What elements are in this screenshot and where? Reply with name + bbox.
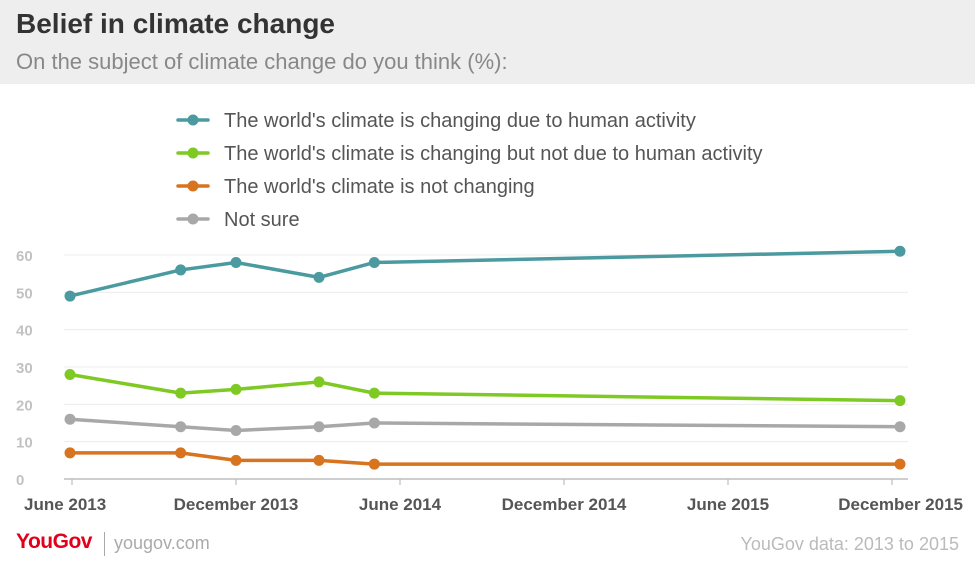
y-tick-label: 30 <box>16 360 33 377</box>
legend-label: The world's climate is changing due to h… <box>224 110 696 132</box>
y-tick-label: 20 <box>16 397 33 414</box>
x-tick-label: June 2013 <box>24 495 106 514</box>
data-point <box>894 395 906 407</box>
y-tick-label: 10 <box>16 435 33 452</box>
data-point <box>313 376 325 388</box>
y-tick-label: 0 <box>16 472 24 489</box>
data-point <box>894 421 906 433</box>
data-point <box>313 421 325 433</box>
series-line <box>68 372 902 403</box>
x-tick-label: June 2015 <box>687 495 769 514</box>
data-point <box>230 424 242 436</box>
footer-source-note: YouGov data: 2013 to 2015 <box>740 534 959 554</box>
footer-site-link[interactable]: yougov.com <box>114 533 210 553</box>
legend-swatch-marker <box>187 147 199 159</box>
data-point <box>368 387 380 399</box>
y-tick-label: 60 <box>16 248 33 265</box>
data-point <box>64 290 76 302</box>
legend-swatch-marker <box>187 180 199 192</box>
series-line <box>68 417 902 433</box>
data-point <box>894 458 906 470</box>
yougov-logo: YouGov <box>16 530 92 553</box>
data-point <box>230 383 242 395</box>
y-tick-label: 50 <box>16 285 33 302</box>
series-line <box>68 451 902 466</box>
legend-label: Not sure <box>224 209 300 231</box>
data-point <box>64 368 76 380</box>
chart-subtitle: On the subject of climate change do you … <box>16 49 508 74</box>
legend-label: The world's climate is changing but not … <box>224 143 763 165</box>
data-point <box>175 264 187 276</box>
data-point <box>175 421 187 433</box>
chart-title: Belief in climate change <box>16 8 335 39</box>
data-point <box>175 387 187 399</box>
legend-swatch-marker <box>187 114 199 126</box>
legend-label: The world's climate is not changing <box>224 176 535 198</box>
series-line <box>68 249 902 298</box>
x-tick-label: December 2015 <box>838 495 963 514</box>
data-point <box>894 245 906 257</box>
data-point <box>368 256 380 268</box>
data-point <box>230 454 242 466</box>
data-point <box>230 256 242 268</box>
data-point <box>64 413 76 425</box>
x-tick-label: December 2014 <box>502 495 627 514</box>
y-tick-label: 40 <box>16 323 33 340</box>
footer-divider <box>104 532 105 556</box>
x-tick-label: June 2014 <box>359 495 442 514</box>
line-chart: 0 10 20 30 40 50 60 June 2013 December 2013 June … <box>16 110 963 514</box>
data-point <box>313 271 325 283</box>
data-point <box>313 454 325 466</box>
legend-swatch-marker <box>187 213 199 225</box>
chart-header: Belief in climate change On the subject … <box>0 0 975 84</box>
x-tick-label: December 2013 <box>174 495 299 514</box>
data-point <box>368 417 380 429</box>
data-point <box>64 447 76 459</box>
data-point <box>175 447 187 459</box>
data-point <box>368 458 380 470</box>
